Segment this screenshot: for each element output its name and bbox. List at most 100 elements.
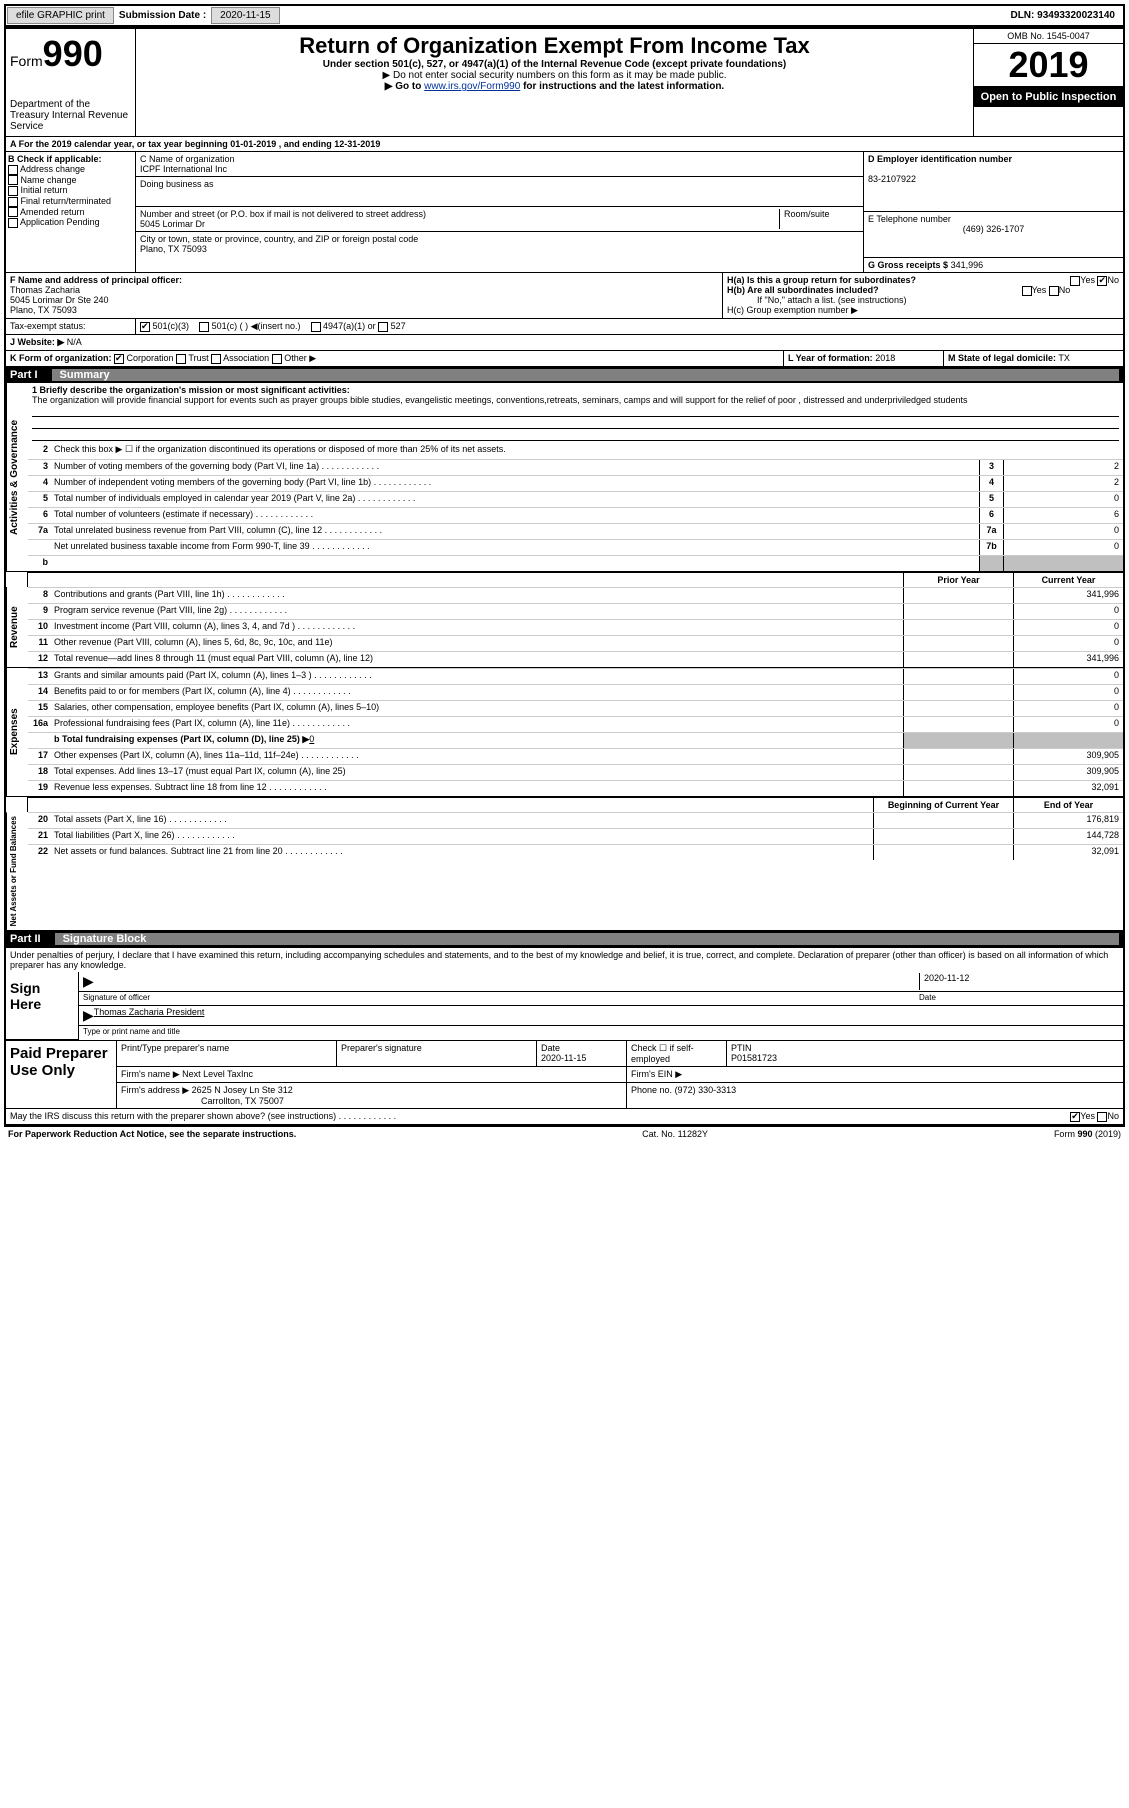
c-addr-label: Number and street (or P.O. box if mail i… xyxy=(140,209,779,219)
c-city-block: City or town, state or province, country… xyxy=(136,232,863,256)
k-label: K Form of organization: xyxy=(10,353,112,363)
k-assoc: Association xyxy=(223,353,269,363)
checkbox-hb-yes[interactable] xyxy=(1022,286,1032,296)
line-7a: Total unrelated business revenue from Pa… xyxy=(52,524,979,539)
val-13: 0 xyxy=(1013,669,1123,684)
footer: For Paperwork Reduction Act Notice, see … xyxy=(4,1126,1125,1141)
checkbox-pending[interactable] xyxy=(8,218,18,228)
submission-date-button[interactable]: 2020-11-15 xyxy=(211,7,279,24)
checkbox-irs-yes[interactable] xyxy=(1070,1112,1080,1122)
b-app: Application Pending xyxy=(20,217,100,227)
line-14: Benefits paid to or for members (Part IX… xyxy=(52,685,903,700)
line-22: Net assets or fund balances. Subtract li… xyxy=(52,845,873,860)
checkbox-name[interactable] xyxy=(8,175,18,185)
col-c: C Name of organization ICPF Internationa… xyxy=(136,152,863,272)
checkbox-ha-yes[interactable] xyxy=(1070,276,1080,286)
d-ein-block: D Employer identification number 83-2107… xyxy=(864,152,1123,212)
arrow-icon: ▶ xyxy=(83,973,94,990)
l-label: L Year of formation: xyxy=(788,353,873,363)
section-b-cd: B Check if applicable: Address change Na… xyxy=(6,152,1123,273)
checkbox-other[interactable] xyxy=(272,354,282,364)
i-501c: 501(c) ( ) ◀(insert no.) xyxy=(212,321,301,331)
checkbox-501c[interactable] xyxy=(199,322,209,332)
checkbox-corp[interactable] xyxy=(114,354,124,364)
prep-sig-hdr: Preparer's signature xyxy=(336,1041,536,1066)
line-19: Revenue less expenses. Subtract line 18 … xyxy=(52,781,903,796)
g-label: G Gross receipts $ xyxy=(868,260,948,270)
b-amend: Amended return xyxy=(20,207,85,217)
k-trust: Trust xyxy=(188,353,208,363)
line-21: Total liabilities (Part X, line 26) xyxy=(52,829,873,844)
sig-date-val: 2020-11-12 xyxy=(919,973,1119,990)
line-2: Check this box ▶ ☐ if the organization d… xyxy=(52,443,1123,459)
checkbox-amended[interactable] xyxy=(8,207,18,217)
form-title: Return of Organization Exempt From Incom… xyxy=(140,33,969,59)
checkbox-assoc[interactable] xyxy=(211,354,221,364)
val-7a: 0 xyxy=(1003,524,1123,539)
line-16b: b Total fundraising expenses (Part IX, c… xyxy=(52,733,903,748)
omb-number: OMB No. 1545-0047 xyxy=(974,29,1123,44)
arrow-icon-2: ▶ xyxy=(83,1007,94,1024)
year-formation: 2018 xyxy=(875,353,895,363)
sig-name-label: Type or print name and title xyxy=(83,1027,180,1039)
i-4947: 4947(a)(1) or xyxy=(323,321,376,331)
section-fh: F Name and address of principal officer:… xyxy=(6,273,1123,319)
c-dba-block: Doing business as xyxy=(136,177,863,207)
checkbox-address[interactable] xyxy=(8,165,18,175)
col-h: H(a) Is this a group return for subordin… xyxy=(723,273,1123,318)
officer-name: Thomas Zacharia xyxy=(10,285,80,295)
firm-addr2: Carrollton, TX 75007 xyxy=(121,1096,284,1106)
val-15: 0 xyxy=(1013,701,1123,716)
b-label: B Check if applicable: xyxy=(8,154,102,164)
gross-receipts: 341,996 xyxy=(951,260,984,270)
val-5: 0 xyxy=(1003,492,1123,507)
checkbox-ha-no[interactable] xyxy=(1097,276,1107,286)
signature-section: Under penalties of perjury, I declare th… xyxy=(6,947,1123,1124)
line-3: Number of voting members of the governin… xyxy=(52,460,979,475)
col-headers-1: Prior Year Current Year xyxy=(6,572,1123,587)
instructions-link[interactable]: www.irs.gov/Form990 xyxy=(424,81,520,92)
c-name-block: C Name of organization ICPF Internationa… xyxy=(136,152,863,177)
line-17: Other expenses (Part IX, column (A), lin… xyxy=(52,749,903,764)
part2-header: Part II Signature Block xyxy=(6,931,1123,947)
b-final: Final return/terminated xyxy=(21,196,112,206)
net-label: Net Assets or Fund Balances xyxy=(6,812,28,930)
val-10: 0 xyxy=(1013,620,1123,635)
submission-label: Submission Date : xyxy=(115,10,210,21)
line-9: Program service revenue (Part VIII, line… xyxy=(52,604,903,619)
checkbox-501c3[interactable] xyxy=(140,322,150,332)
checkbox-527[interactable] xyxy=(378,322,388,332)
form-container: Form990 Department of the Treasury Inter… xyxy=(4,27,1125,1126)
prior-year-hdr: Prior Year xyxy=(903,572,1013,587)
col-b: B Check if applicable: Address change Na… xyxy=(6,152,136,272)
line-6: Total number of volunteers (estimate if … xyxy=(52,508,979,523)
line-20: Total assets (Part X, line 16) xyxy=(52,813,873,828)
e-label: E Telephone number xyxy=(868,214,1119,224)
org-address: 5045 Lorimar Dr xyxy=(140,219,779,229)
i-label: Tax-exempt status: xyxy=(6,319,136,334)
line-12: Total revenue—add lines 8 through 11 (mu… xyxy=(52,652,903,667)
m-label: M State of legal domicile: xyxy=(948,353,1056,363)
checkbox-trust[interactable] xyxy=(176,354,186,364)
efile-print-button[interactable]: efile GRAPHIC print xyxy=(7,7,114,24)
i-527: 527 xyxy=(391,321,406,331)
ha-no: No xyxy=(1107,275,1119,285)
phone: (469) 326-1707 xyxy=(868,224,1119,234)
checkbox-final[interactable] xyxy=(8,197,18,207)
ha-yes: Yes xyxy=(1080,275,1095,285)
checkbox-initial[interactable] xyxy=(8,186,18,196)
checkbox-irs-no[interactable] xyxy=(1097,1112,1107,1122)
preparer-section: Paid Preparer Use Only Print/Type prepar… xyxy=(6,1040,1123,1108)
checkbox-4947[interactable] xyxy=(311,322,321,332)
line-16a: Professional fundraising fees (Part IX, … xyxy=(52,717,903,732)
firm-name: Next Level TaxInc xyxy=(182,1069,253,1079)
mission-block: 1 Briefly describe the organization's mi… xyxy=(28,383,1123,443)
line-7b: Net unrelated business taxable income fr… xyxy=(52,540,979,555)
l16b-val: 0 xyxy=(309,734,314,744)
val-4: 2 xyxy=(1003,476,1123,491)
header-mid: Return of Organization Exempt From Incom… xyxy=(136,29,973,136)
checkbox-hb-no[interactable] xyxy=(1049,286,1059,296)
hb-no: No xyxy=(1059,285,1071,295)
h-b: H(b) Are all subordinates included? Yes … xyxy=(727,285,1119,295)
prep-ptin-hdr: PTIN xyxy=(731,1043,752,1053)
